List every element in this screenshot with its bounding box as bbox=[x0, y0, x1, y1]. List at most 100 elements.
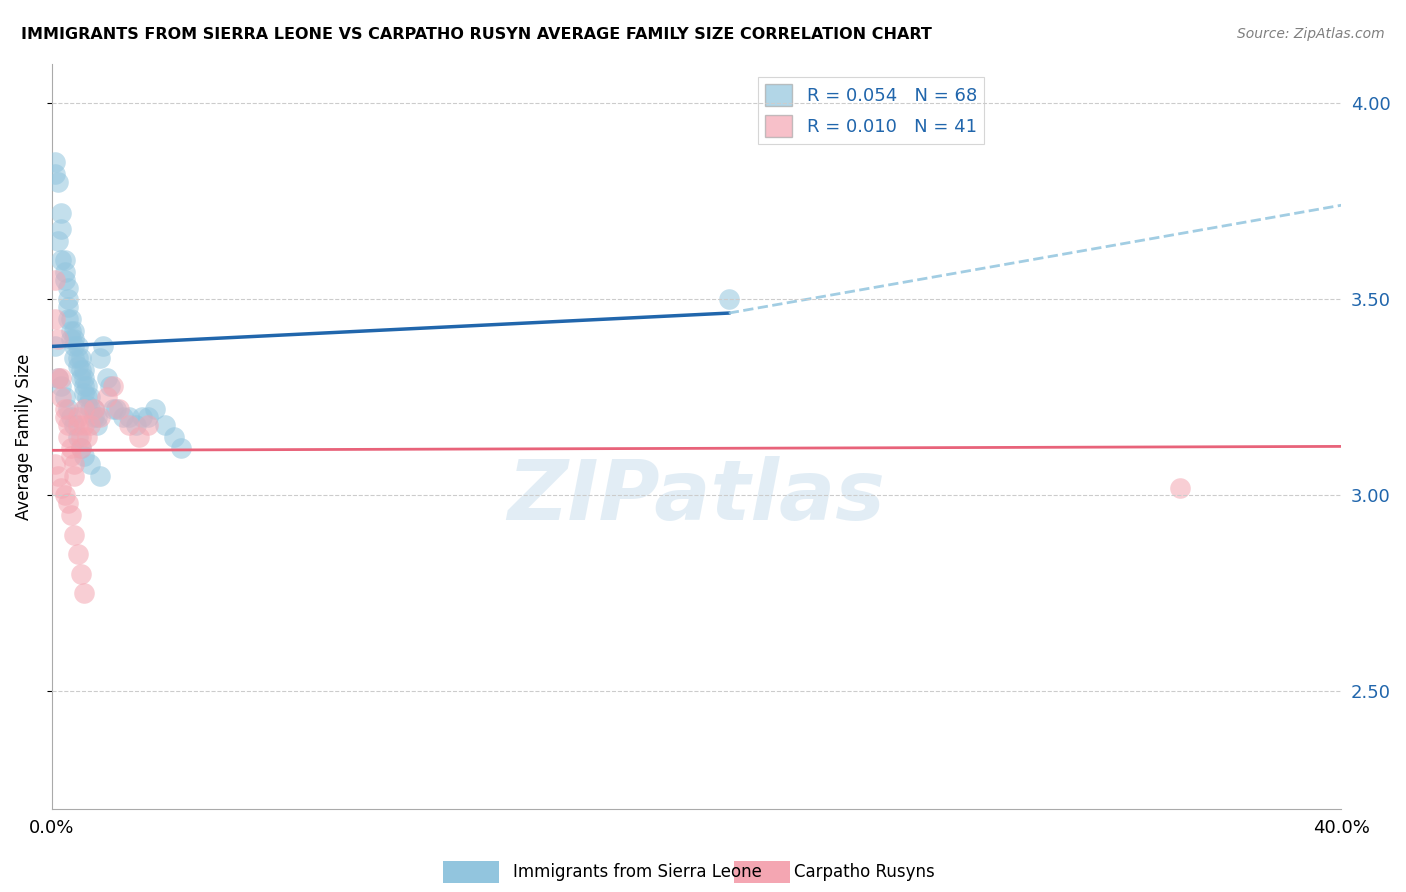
Point bbox=[46, 234, 69, 248]
Point bbox=[56, 312, 79, 326]
Point bbox=[46, 332, 69, 346]
Point bbox=[138, 417, 160, 432]
Point bbox=[53, 390, 76, 404]
Point bbox=[63, 324, 86, 338]
Text: Immigrants from Sierra Leone: Immigrants from Sierra Leone bbox=[513, 863, 762, 881]
Point bbox=[46, 468, 69, 483]
Point bbox=[69, 371, 91, 385]
Point bbox=[66, 547, 89, 561]
Point bbox=[69, 566, 91, 581]
Point bbox=[60, 312, 83, 326]
Point bbox=[51, 390, 73, 404]
Point bbox=[53, 402, 76, 417]
Point bbox=[66, 417, 89, 432]
Point bbox=[44, 155, 66, 169]
Point bbox=[96, 390, 118, 404]
Point bbox=[170, 442, 193, 456]
Point bbox=[73, 363, 96, 377]
Point bbox=[51, 253, 73, 268]
Point bbox=[63, 351, 86, 366]
Point bbox=[86, 409, 108, 424]
Text: Source: ZipAtlas.com: Source: ZipAtlas.com bbox=[1237, 27, 1385, 41]
Point bbox=[53, 273, 76, 287]
Point bbox=[60, 332, 83, 346]
Point bbox=[76, 429, 98, 443]
Point bbox=[118, 409, 141, 424]
Point bbox=[101, 378, 124, 392]
Point bbox=[56, 402, 79, 417]
Text: ZIPatlas: ZIPatlas bbox=[508, 456, 886, 537]
Point bbox=[51, 221, 73, 235]
Point bbox=[101, 402, 124, 417]
Point bbox=[89, 351, 111, 366]
Point bbox=[79, 390, 101, 404]
Point bbox=[46, 371, 69, 385]
Point bbox=[76, 390, 98, 404]
Point bbox=[118, 417, 141, 432]
Point bbox=[44, 339, 66, 353]
Point bbox=[73, 386, 96, 401]
Point bbox=[56, 496, 79, 510]
Point bbox=[79, 402, 101, 417]
Point bbox=[44, 273, 66, 287]
Point bbox=[98, 378, 121, 392]
Point bbox=[53, 253, 76, 268]
Point bbox=[128, 429, 150, 443]
Point bbox=[89, 468, 111, 483]
Point bbox=[89, 409, 111, 424]
Point bbox=[83, 402, 105, 417]
Point bbox=[63, 468, 86, 483]
Point bbox=[53, 488, 76, 502]
Text: IMMIGRANTS FROM SIERRA LEONE VS CARPATHO RUSYN AVERAGE FAMILY SIZE CORRELATION C: IMMIGRANTS FROM SIERRA LEONE VS CARPATHO… bbox=[21, 27, 932, 42]
Point bbox=[108, 402, 131, 417]
Point bbox=[86, 417, 108, 432]
Point bbox=[44, 312, 66, 326]
Point bbox=[60, 324, 83, 338]
Point bbox=[63, 332, 86, 346]
Point bbox=[60, 409, 83, 424]
Point bbox=[46, 175, 69, 189]
Point bbox=[56, 429, 79, 443]
Point bbox=[51, 371, 73, 385]
Point bbox=[73, 417, 96, 432]
Point bbox=[73, 371, 96, 385]
Point bbox=[60, 442, 83, 456]
Point bbox=[153, 417, 176, 432]
Point bbox=[51, 206, 73, 220]
Point bbox=[66, 351, 89, 366]
Text: Carpatho Rusyns: Carpatho Rusyns bbox=[794, 863, 935, 881]
Point bbox=[63, 417, 86, 432]
Point bbox=[138, 409, 160, 424]
Point bbox=[66, 409, 89, 424]
Point bbox=[63, 527, 86, 541]
Point bbox=[53, 409, 76, 424]
Point bbox=[131, 409, 153, 424]
Point bbox=[124, 417, 146, 432]
Point bbox=[69, 363, 91, 377]
Point bbox=[1168, 481, 1191, 495]
Point bbox=[51, 481, 73, 495]
Point bbox=[66, 359, 89, 373]
Point bbox=[73, 449, 96, 463]
Point bbox=[69, 429, 91, 443]
Point bbox=[63, 339, 86, 353]
Point bbox=[73, 586, 96, 600]
Point bbox=[96, 371, 118, 385]
Point bbox=[79, 417, 101, 432]
Point bbox=[105, 402, 128, 417]
Point bbox=[44, 167, 66, 181]
Legend: R = 0.054   N = 68, R = 0.010   N = 41: R = 0.054 N = 68, R = 0.010 N = 41 bbox=[758, 77, 984, 145]
Point bbox=[69, 442, 91, 456]
Point bbox=[69, 442, 91, 456]
Point bbox=[83, 409, 105, 424]
Point bbox=[76, 398, 98, 412]
Point bbox=[111, 409, 134, 424]
Point bbox=[73, 402, 96, 417]
Point bbox=[56, 280, 79, 294]
Point bbox=[63, 457, 86, 471]
Y-axis label: Average Family Size: Average Family Size bbox=[15, 353, 32, 520]
Point bbox=[46, 371, 69, 385]
Point bbox=[66, 339, 89, 353]
Point bbox=[717, 293, 740, 307]
Point bbox=[66, 429, 89, 443]
